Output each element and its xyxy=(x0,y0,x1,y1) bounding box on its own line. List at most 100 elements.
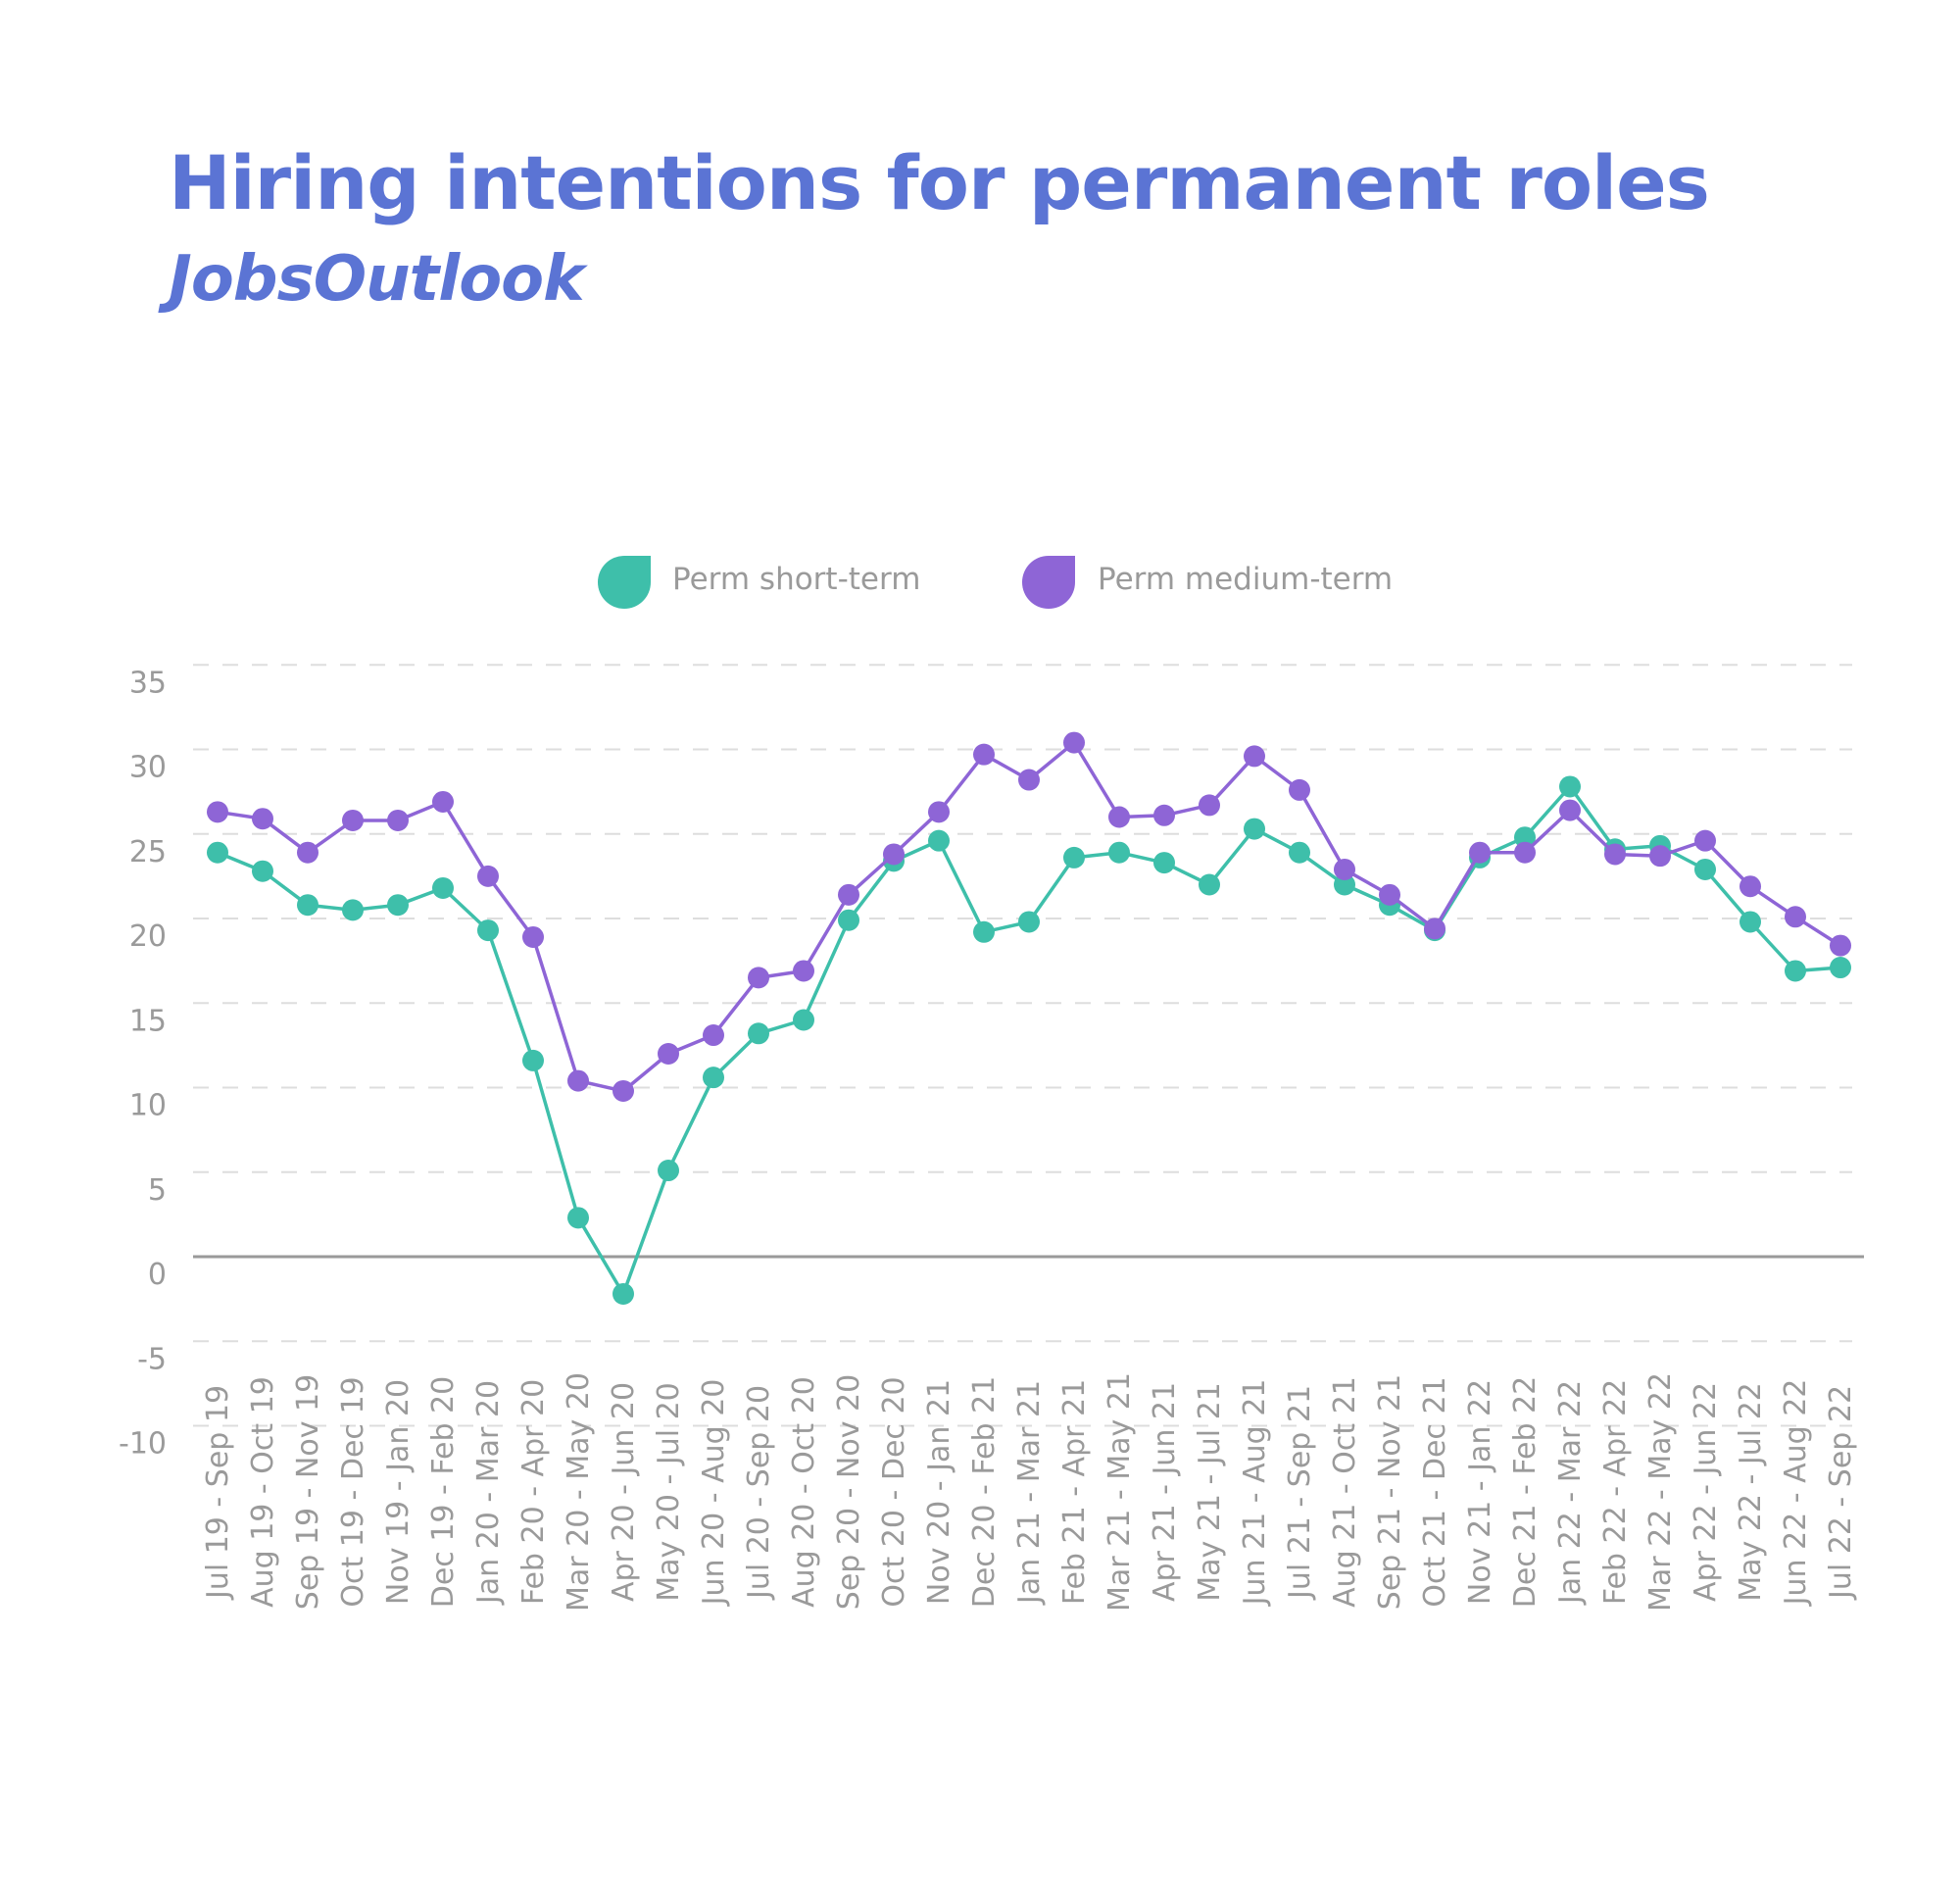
data-point xyxy=(612,1079,634,1102)
data-point xyxy=(658,1043,679,1065)
x-axis: Jul 19 - Sep 19 Aug 19 - Oct 19 Sep 19 - N… xyxy=(201,1372,1858,1612)
x-tick-label: Feb 20 - Apr 20 xyxy=(516,1379,551,1605)
x-tick-label: Dec 21 - Feb 22 xyxy=(1508,1376,1543,1608)
data-point xyxy=(1830,934,1851,957)
data-point xyxy=(1559,799,1581,821)
data-point xyxy=(1740,911,1761,933)
data-point xyxy=(477,865,499,887)
x-tick-label: Nov 19 - Jan 20 xyxy=(381,1379,416,1605)
legend: Perm short-term Perm medium-term xyxy=(598,556,1393,609)
x-tick-label: Sep 19 - Nov 19 xyxy=(291,1374,325,1610)
chart-subtitle: JobsOutlook xyxy=(169,243,585,316)
data-point xyxy=(748,1022,769,1045)
x-tick-label: Dec 20 - Feb 21 xyxy=(967,1376,1002,1608)
data-point xyxy=(1604,843,1626,866)
data-point xyxy=(1740,875,1761,898)
y-tick-label: -5 xyxy=(137,1342,167,1376)
data-point xyxy=(1514,826,1536,849)
data-point xyxy=(1244,818,1265,840)
data-point xyxy=(1694,829,1716,852)
x-tick-label: Sep 21 - Nov 21 xyxy=(1373,1374,1407,1610)
legend-label-short-term: Perm short-term xyxy=(672,562,920,597)
x-tick-label: Feb 22 - Apr 22 xyxy=(1598,1379,1633,1605)
data-point xyxy=(1469,841,1491,864)
data-point xyxy=(522,1049,544,1071)
x-tick-label: Jun 22 - Aug 22 xyxy=(1779,1379,1813,1608)
data-point xyxy=(1785,906,1806,928)
x-tick-label: Jun 20 - Aug 20 xyxy=(697,1379,731,1608)
y-tick-label: 30 xyxy=(129,751,167,785)
legend-label-medium-term: Perm medium-term xyxy=(1098,562,1393,597)
x-tick-label: Oct 19 - Dec 19 xyxy=(336,1376,370,1607)
data-point xyxy=(342,809,364,831)
data-point xyxy=(207,801,228,823)
data-point xyxy=(1289,778,1310,801)
x-tick-label: Jan 21 - Mar 21 xyxy=(1012,1380,1047,1606)
x-tick-label: Mar 21 - May 21 xyxy=(1102,1372,1137,1612)
data-point xyxy=(1830,957,1851,979)
data-point xyxy=(793,1009,814,1031)
data-point xyxy=(703,1024,724,1047)
y-tick-label: 35 xyxy=(129,666,167,700)
data-point xyxy=(838,909,859,931)
y-tick-label: 5 xyxy=(148,1173,167,1208)
data-point xyxy=(342,899,364,921)
y-tick-label: 10 xyxy=(129,1089,167,1123)
x-tick-label: Aug 19 - Oct 19 xyxy=(246,1376,280,1608)
data-point xyxy=(567,1069,589,1092)
data-point xyxy=(1289,841,1310,864)
x-tick-label: Jul 21 - Sep 21 xyxy=(1283,1385,1317,1601)
data-point xyxy=(973,743,995,766)
y-axis: 35 30 25 20 15 10 5 0 -5 -10 xyxy=(119,666,167,1461)
legend-item-short-term: Perm short-term xyxy=(598,556,920,609)
data-point xyxy=(1559,775,1581,798)
y-tick-label: 20 xyxy=(129,919,167,954)
data-point xyxy=(703,1067,724,1089)
data-point xyxy=(387,894,409,917)
data-point xyxy=(252,860,273,882)
data-point xyxy=(387,809,409,831)
data-point xyxy=(1108,841,1130,864)
x-tick-label: Mar 20 - May 20 xyxy=(562,1372,596,1612)
data-point xyxy=(1694,858,1716,880)
data-point xyxy=(1199,794,1220,817)
x-tick-label: May 20 - Jul 20 xyxy=(652,1382,686,1602)
data-point xyxy=(207,841,228,864)
x-tick-label: Apr 22 - Jun 22 xyxy=(1689,1382,1723,1602)
data-point xyxy=(1063,846,1085,869)
x-tick-label: Oct 20 - Dec 20 xyxy=(877,1376,911,1607)
data-point xyxy=(973,920,995,943)
chart-title: Hiring intentions for permanent roles xyxy=(169,139,1710,226)
data-point xyxy=(748,967,769,989)
data-point xyxy=(658,1160,679,1182)
data-point xyxy=(567,1207,589,1229)
data-point xyxy=(1063,731,1085,754)
series-group xyxy=(207,731,1851,1305)
legend-swatch-short-term xyxy=(598,556,651,609)
x-tick-label: Jan 20 - Mar 20 xyxy=(471,1380,506,1606)
data-point xyxy=(1334,873,1355,896)
series-medium-term xyxy=(207,731,1851,1102)
data-point xyxy=(928,829,950,852)
data-point xyxy=(522,925,544,948)
series-line xyxy=(217,784,1841,1296)
data-point xyxy=(1379,883,1400,906)
data-point xyxy=(432,876,454,899)
grid-lines xyxy=(193,664,1864,1427)
data-point xyxy=(252,808,273,830)
data-point xyxy=(1153,852,1175,874)
data-point xyxy=(432,790,454,813)
y-tick-label: 15 xyxy=(129,1004,167,1038)
data-point xyxy=(1153,804,1175,826)
data-point xyxy=(1649,845,1671,868)
x-tick-label: Apr 21 - Jun 21 xyxy=(1148,1382,1182,1602)
y-tick-label: 25 xyxy=(129,835,167,869)
data-point xyxy=(928,801,950,823)
data-point xyxy=(838,883,859,906)
data-point xyxy=(1199,873,1220,896)
legend-item-medium-term: Perm medium-term xyxy=(1022,556,1393,609)
data-point xyxy=(297,841,318,864)
x-tick-label: May 21 - Jul 21 xyxy=(1193,1382,1227,1602)
x-tick-label: Jul 22 - Sep 22 xyxy=(1824,1385,1858,1601)
